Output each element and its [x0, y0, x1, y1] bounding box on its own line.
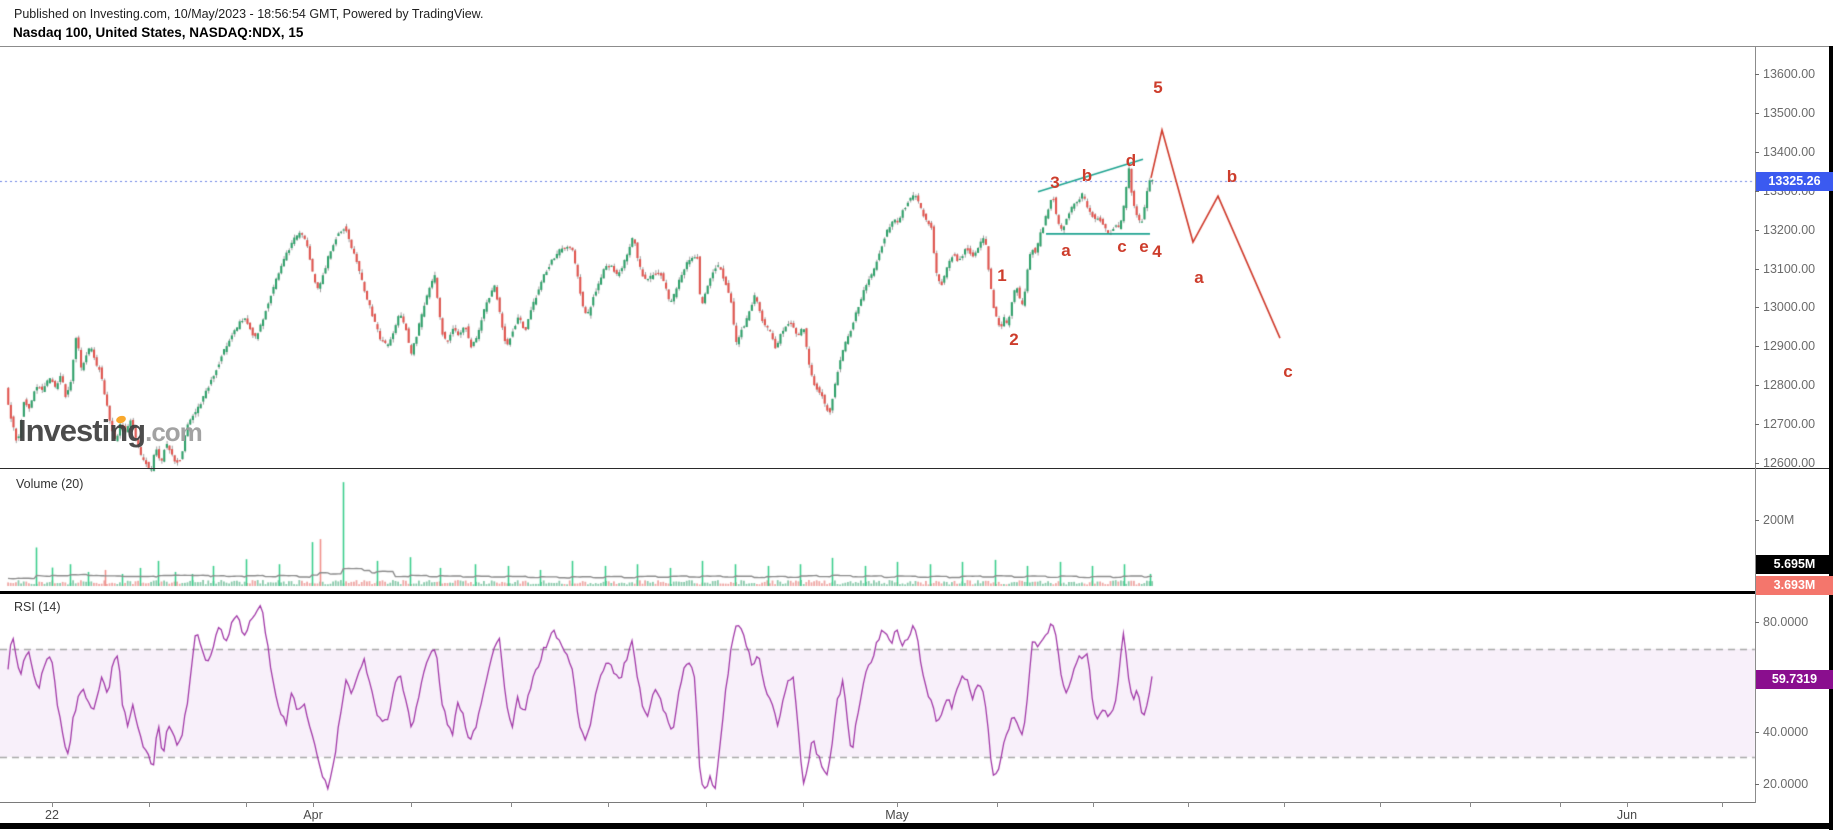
time-tick — [1722, 802, 1723, 807]
time-axis-label: Jun — [1616, 808, 1638, 822]
time-axis-line — [0, 802, 1755, 803]
wave-label: b — [1226, 167, 1238, 186]
time-tick — [149, 802, 150, 807]
axis-value-label: 13000.00 — [1755, 300, 1833, 314]
wave-label: b — [1081, 166, 1093, 185]
axis-value-label: 200M — [1755, 513, 1833, 527]
investing-logo: Investing.com — [18, 413, 203, 449]
wave-label: e — [1139, 237, 1149, 256]
time-axis-label: May — [885, 808, 909, 822]
axis-value-label: 12600.00 — [1755, 456, 1833, 470]
time-tick — [803, 802, 804, 807]
axis-value-label: 13500.00 — [1755, 106, 1833, 120]
time-tick — [608, 802, 609, 807]
time-tick — [1470, 802, 1471, 807]
volume-pane-divider — [0, 468, 1833, 469]
investing-logo-suffix: .com — [145, 417, 203, 447]
time-tick — [1188, 802, 1189, 807]
wave-label: d — [1125, 151, 1137, 170]
wave-label: a — [1061, 241, 1071, 260]
axis-value-label: 13600.00 — [1755, 67, 1833, 81]
time-tick — [52, 802, 53, 807]
rsi-pane-divider — [0, 591, 1833, 594]
volume-pane-title: Volume (20) — [16, 477, 84, 491]
time-tick — [997, 802, 998, 807]
wave-label: 2 — [1009, 330, 1019, 349]
time-tick — [246, 802, 247, 807]
price-axis-line — [1755, 46, 1756, 803]
time-tick — [1284, 802, 1285, 807]
wave-label: a — [1194, 268, 1204, 287]
time-tick — [897, 802, 898, 807]
wave-label: 5 — [1153, 78, 1163, 97]
last-price-badge: 13325.26 — [1756, 171, 1833, 191]
wave-label: c — [1117, 237, 1127, 256]
time-tick — [1093, 802, 1094, 807]
time-tick — [1560, 802, 1561, 807]
axis-value-label: 13100.00 — [1755, 262, 1833, 276]
wave-label: c — [1283, 362, 1293, 381]
right-border — [1829, 46, 1833, 830]
volume-secondary-badge: 3.693M — [1756, 575, 1833, 595]
axis-value-label: 12900.00 — [1755, 339, 1833, 353]
axis-value-label: 40.0000 — [1755, 725, 1833, 739]
axis-value-label: 13400.00 — [1755, 145, 1833, 159]
chart-top-border — [0, 46, 1833, 47]
time-tick — [1380, 802, 1381, 807]
time-axis-label: 22 — [45, 808, 59, 822]
time-tick — [411, 802, 412, 807]
axis-value-label: 12700.00 — [1755, 417, 1833, 431]
wave-label: 3 — [1050, 173, 1060, 192]
rsi-pane-title: RSI (14) — [14, 600, 61, 614]
axis-value-label: 12800.00 — [1755, 378, 1833, 392]
axis-value-label: 13200.00 — [1755, 223, 1833, 237]
rsi-value-badge: 59.7319 — [1756, 669, 1833, 689]
time-tick — [706, 802, 707, 807]
wave-label: 1 — [997, 266, 1007, 285]
volume-value-badge: 5.695M — [1756, 554, 1833, 574]
bottom-border — [0, 823, 1833, 829]
axis-value-label: 80.0000 — [1755, 615, 1833, 629]
time-tick — [313, 802, 314, 807]
axis-value-label: 20.0000 — [1755, 777, 1833, 791]
time-axis-label: Apr — [303, 808, 323, 822]
time-tick — [511, 802, 512, 807]
wave-label: 4 — [1152, 242, 1162, 261]
time-tick — [1627, 802, 1628, 807]
